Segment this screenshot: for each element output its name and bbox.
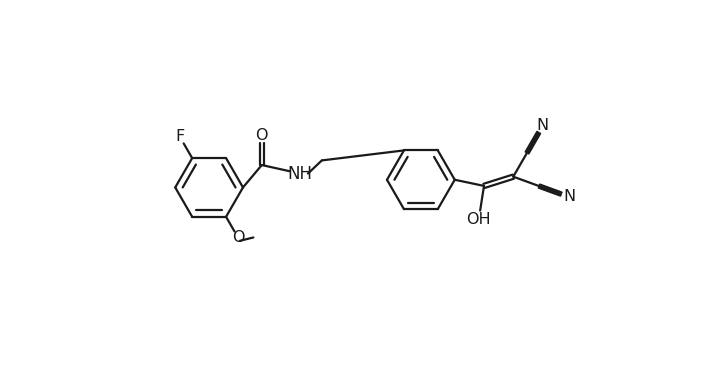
Text: N: N [537,118,549,133]
Text: NH: NH [288,165,313,183]
Text: OH: OH [466,212,491,227]
Text: F: F [175,129,184,144]
Text: O: O [256,128,268,143]
Text: O: O [232,230,244,245]
Text: N: N [563,189,575,204]
